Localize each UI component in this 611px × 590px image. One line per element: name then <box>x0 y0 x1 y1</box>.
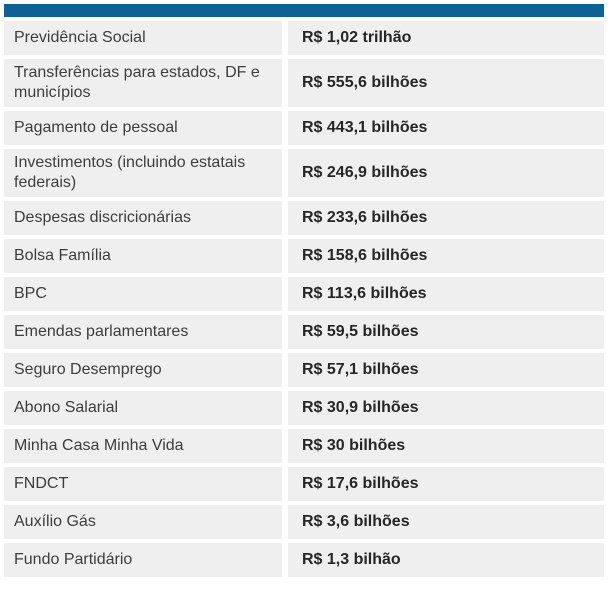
row-label-cell: Despesas discricionárias <box>4 201 282 235</box>
budget-table: Previdência Social R$ 1,02 trilhão Transfe… <box>4 4 604 577</box>
row-value-cell: R$ 555,6 bilhões <box>288 59 604 107</box>
row-value-cell: R$ 57,1 bilhões <box>288 353 604 387</box>
row-label-cell: Emendas parlamentares <box>4 315 282 349</box>
row-label-cell: Previdência Social <box>4 21 282 55</box>
row-label-cell: Auxílio Gás <box>4 505 282 539</box>
row-value-cell: R$ 1,3 bilhão <box>288 543 604 577</box>
row-value-cell: R$ 233,6 bilhões <box>288 201 604 235</box>
row-value-cell: R$ 30 bilhões <box>288 429 604 463</box>
row-value-cell: R$ 158,6 bilhões <box>288 239 604 273</box>
row-value-cell: R$ 246,9 bilhões <box>288 149 604 197</box>
row-label-cell: Minha Casa Minha Vida <box>4 429 282 463</box>
row-label-cell: BPC <box>4 277 282 311</box>
row-value-cell: R$ 1,02 trilhão <box>288 21 604 55</box>
budget-table-grid: Previdência Social R$ 1,02 trilhão Transfe… <box>4 21 604 577</box>
row-label-cell: FNDCT <box>4 467 282 501</box>
row-value-cell: R$ 113,6 bilhões <box>288 277 604 311</box>
row-label-cell: Seguro Desemprego <box>4 353 282 387</box>
row-label-cell: Fundo Partidário <box>4 543 282 577</box>
row-label-cell: Investimentos (incluindo estatais federa… <box>4 149 282 197</box>
row-value-cell: R$ 30,9 bilhões <box>288 391 604 425</box>
row-label-cell: Abono Salarial <box>4 391 282 425</box>
row-label-cell: Bolsa Família <box>4 239 282 273</box>
row-value-cell: R$ 59,5 bilhões <box>288 315 604 349</box>
row-value-cell: R$ 17,6 bilhões <box>288 467 604 501</box>
table-header-bar <box>4 4 604 17</box>
row-label-cell: Pagamento de pessoal <box>4 111 282 145</box>
row-label-cell: Transferências para estados, DF e municí… <box>4 59 282 107</box>
row-value-cell: R$ 3,6 bilhões <box>288 505 604 539</box>
row-value-cell: R$ 443,1 bilhões <box>288 111 604 145</box>
